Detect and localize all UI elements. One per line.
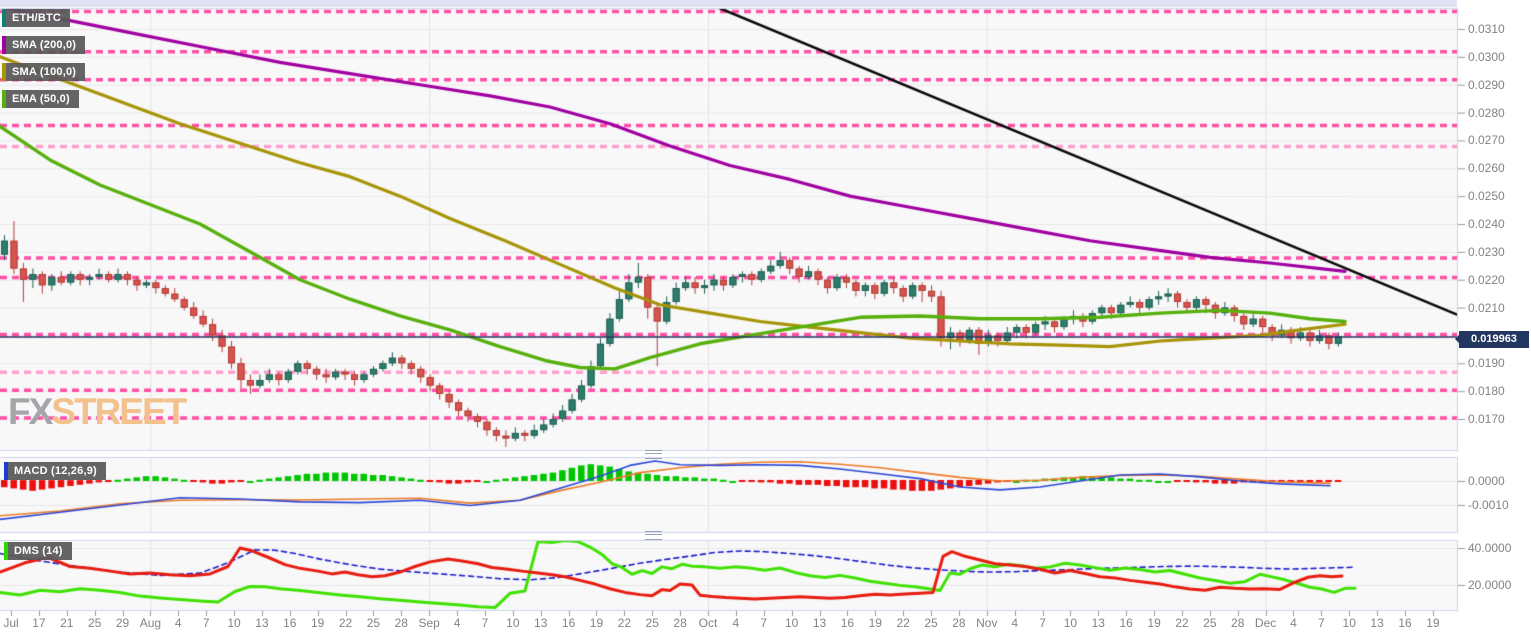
watermark-fx: FX [8, 391, 53, 432]
date-axis-tick: 28 [673, 616, 687, 630]
date-axis-tick: 13 [1091, 616, 1105, 630]
date-axis-tick: 4 [453, 616, 461, 630]
date-axis-tick: 25 [366, 616, 381, 630]
date-axis-tick: 13 [812, 616, 827, 630]
date-axis-tick: 28 [1231, 616, 1245, 630]
date-axis-tick: 10 [1342, 616, 1356, 630]
price-axis-tick: 0.0300 [1468, 49, 1505, 64]
price-axis-tick: 0.0290 [1468, 77, 1505, 92]
date-axis-tick: 19 [1426, 616, 1440, 630]
indicator-label-ema50[interactable]: EMA (50,0) [2, 90, 79, 108]
date-axis-tick: 7 [202, 616, 210, 630]
panel-resize-grip-dms[interactable] [645, 531, 662, 540]
indicator-label-dms-text: DMS (14) [14, 545, 63, 557]
price-axis-tick: 0.0240 [1468, 216, 1505, 231]
panel-resize-grip-macd[interactable] [645, 450, 662, 459]
indicator-label-sma100-text: SMA (100,0) [12, 66, 77, 78]
date-axis-tick: 16 [1119, 616, 1133, 630]
date-axis-tick: 10 [1063, 616, 1078, 630]
price-axis-tick: 0.0180 [1468, 384, 1505, 399]
date-axis-tick: Dec [1254, 616, 1277, 630]
date-axis-tick: 4 [1011, 616, 1019, 630]
date-axis-tick: 7 [1039, 616, 1046, 630]
date-axis-tick: 16 [840, 616, 855, 630]
date-axis-tick: 22 [617, 616, 632, 630]
date-axis-tick: Sep [418, 616, 440, 630]
date-axis-tick: 25 [645, 616, 659, 630]
date-axis-tick: 16 [561, 616, 576, 630]
indicator-label-sma200-text: SMA (200,0) [12, 39, 77, 51]
price-axis-tick: 0.0190 [1468, 356, 1505, 371]
date-axis-tick: 22 [338, 616, 353, 630]
date-axis-tick: 7 [481, 616, 489, 630]
watermark-street: STREET [51, 391, 187, 432]
macd-axis-tick: -0.0010 [1468, 498, 1509, 512]
indicator-label-sma200[interactable]: SMA (200,0) [2, 36, 86, 54]
price-axis-tick: 0.0280 [1468, 105, 1505, 120]
symbol-label[interactable]: ETH/BTC [2, 9, 71, 27]
indicator-label-macd-text: MACD (12,26,9) [14, 465, 97, 477]
last-price-value: 0.019963 [1471, 333, 1517, 345]
date-axis-tick: 4 [732, 616, 740, 630]
date-axis-tick: 7 [1318, 616, 1325, 630]
date-axis-tick: Oct [698, 616, 718, 630]
date-axis-tick: Aug [139, 616, 162, 630]
date-axis-tick: 4 [174, 616, 182, 630]
date-axis-tick: 25 [1203, 616, 1217, 630]
date-axis-tick: 25 [87, 616, 102, 630]
date-axis-tick: 22 [896, 616, 910, 630]
date-axis-tick: 22 [1175, 616, 1189, 630]
indicator-label-macd[interactable]: MACD (12,26,9) [4, 462, 106, 480]
price-axis-tick: 0.0210 [1468, 300, 1505, 315]
date-axis-tick: 29 [115, 616, 130, 630]
date-axis-tick: 25 [924, 616, 938, 630]
date-axis-tick: 4 [1290, 616, 1297, 630]
price-axis-tick: 0.0220 [1468, 272, 1505, 287]
price-axis-tick: 0.0170 [1468, 411, 1505, 426]
price-axis-tick: 0.0260 [1468, 161, 1505, 176]
date-axis-tick: 13 [534, 616, 548, 630]
fxstreet-watermark: FXSTREET [8, 391, 187, 432]
date-axis-tick: 13 [1370, 616, 1384, 630]
price-axis-tick: 0.0310 [1468, 22, 1505, 36]
date-axis-tick: 19 [310, 616, 325, 630]
date-axis-tick: Jul [3, 616, 19, 630]
symbol-label-text: ETH/BTC [12, 12, 62, 24]
date-axis-tick: Nov [976, 616, 998, 630]
indicator-label-dms[interactable]: DMS (14) [4, 542, 72, 560]
price-tag-arrow-icon [1450, 334, 1460, 344]
date-axis-tick: 28 [952, 616, 966, 630]
indicator-label-sma100[interactable]: SMA (100,0) [2, 63, 86, 81]
last-price-tag: 0.019963 [1455, 331, 1529, 348]
price-axis-tick: 0.0270 [1468, 133, 1505, 148]
date-axis-tick: 10 [506, 616, 520, 630]
date-axis-tick: 10 [784, 616, 799, 630]
indicator-label-ema50-text: EMA (50,0) [12, 93, 70, 105]
price-axis-tick: 0.0250 [1468, 189, 1505, 204]
macd-axis-tick: 0.0000 [1468, 474, 1505, 488]
date-axis-tick: 16 [1398, 616, 1412, 630]
date-axis-tick: 19 [868, 616, 882, 630]
date-axis-tick: 16 [283, 616, 297, 630]
date-axis-tick: 19 [589, 616, 604, 630]
date-axis-tick: 28 [394, 616, 408, 630]
date-axis-tick: 19 [1147, 616, 1161, 630]
dms-axis-tick: 20.0000 [1468, 578, 1512, 592]
date-axis-tick: 17 [32, 616, 46, 630]
dms-axis-tick: 40.0000 [1468, 541, 1512, 555]
date-axis-tick: 21 [60, 616, 74, 630]
date-axis-tick: 10 [227, 616, 241, 630]
price-axis-tick: 0.0230 [1468, 244, 1505, 259]
date-axis-tick: 7 [760, 616, 768, 630]
date-axis-tick: 13 [255, 616, 269, 630]
